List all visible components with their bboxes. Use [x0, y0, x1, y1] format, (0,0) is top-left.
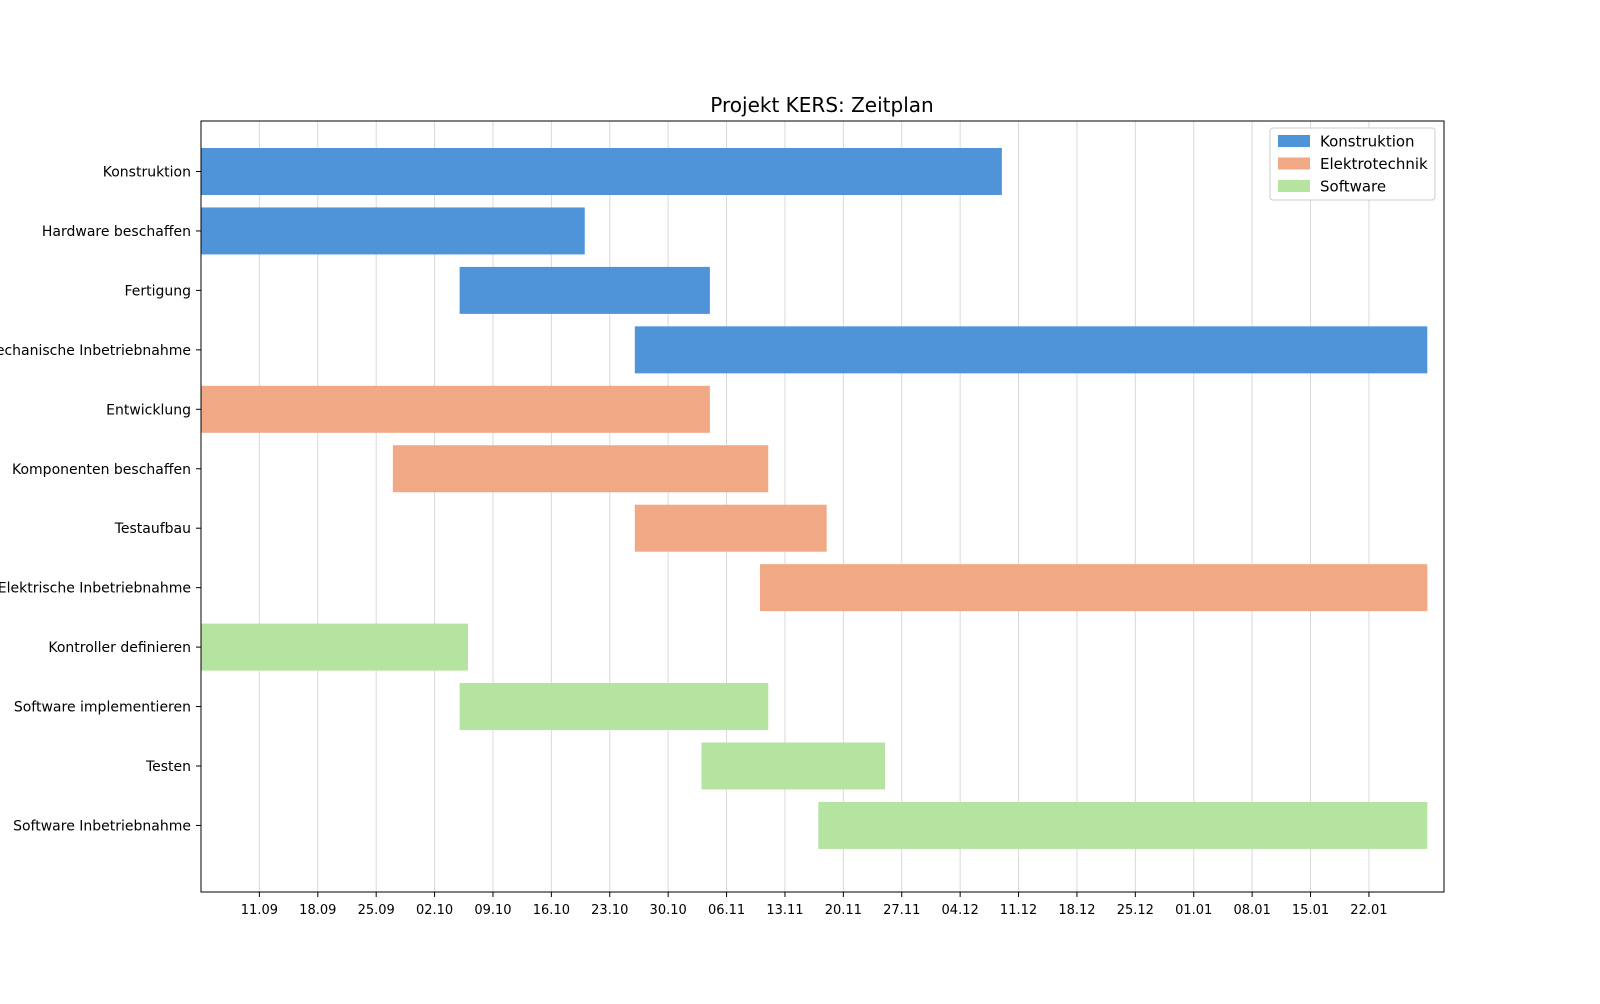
task-bar	[201, 385, 710, 433]
x-axis: 11.09 18.09 25.09 02.10 09.10 16.10 23.10 30.10…	[241, 892, 1388, 918]
bar-layer	[201, 148, 1428, 849]
x-tick-label: 27.11	[883, 903, 920, 918]
task-label: Entwicklung	[106, 402, 191, 418]
x-tick-label: 15.01	[1292, 903, 1329, 918]
task-bar	[459, 266, 710, 314]
legend-label: Software	[1320, 178, 1386, 196]
x-tick-label: 18.12	[1058, 903, 1095, 918]
task-bar	[201, 207, 585, 255]
task-label: Software implementieren	[14, 700, 191, 716]
x-tick-label: 08.01	[1234, 903, 1271, 918]
task-label: Hardware beschaffen	[42, 224, 191, 240]
task-label: Fertigung	[124, 283, 191, 299]
task-label: Kontroller definieren	[48, 640, 191, 656]
task-bar	[701, 742, 886, 790]
task-label: Software Inbetriebnahme	[13, 818, 191, 834]
x-tick-label: 25.12	[1117, 903, 1154, 918]
task-label: Konstruktion	[103, 165, 191, 181]
x-tick-label: 20.11	[825, 903, 862, 918]
x-tick-label: 06.11	[708, 903, 745, 918]
x-tick-label: 30.10	[650, 903, 687, 918]
task-bar	[201, 623, 468, 671]
task-label: Testaufbau	[114, 521, 191, 537]
x-tick-label: 18.09	[299, 903, 336, 918]
task-bar	[201, 148, 1002, 195]
x-tick-label: 22.01	[1350, 903, 1387, 918]
x-tick-label: 04.12	[942, 903, 979, 918]
task-bar	[459, 683, 769, 731]
legend-label: Konstruktion	[1320, 133, 1415, 151]
x-tick-label: 01.01	[1175, 903, 1212, 918]
task-bar	[818, 801, 1428, 849]
legend-swatch	[1278, 157, 1310, 170]
x-tick-label: 02.10	[416, 903, 453, 918]
x-tick-label: 23.10	[591, 903, 628, 918]
task-bar	[634, 326, 1428, 374]
legend-label: Elektrotechnik	[1320, 155, 1428, 173]
task-bar	[634, 504, 827, 552]
x-tick-label: 11.09	[241, 903, 278, 918]
legend-swatch	[1278, 180, 1310, 192]
task-bar	[759, 564, 1428, 612]
plot-frame	[200, 120, 1445, 893]
task-bar	[392, 445, 769, 493]
task-label: Testen	[145, 759, 191, 775]
legend-box	[1269, 127, 1436, 201]
task-label: Mechanische Inbetriebnahme	[0, 343, 191, 359]
x-tick-label: 11.12	[1000, 903, 1037, 918]
x-tick-label: 13.11	[766, 903, 803, 918]
y-axis: Konstruktion Hardware beschaffen Fertigung…	[0, 165, 201, 834]
x-tick-label: 16.10	[533, 903, 570, 918]
task-label: Komponenten beschaffen	[12, 462, 191, 478]
legend-swatch	[1278, 135, 1310, 147]
legend: Konstruktion Elektrotechnik Software	[1269, 127, 1436, 201]
chart-title: Projekt KERS: Zeitplan	[710, 93, 933, 117]
task-label: Elektrische Inbetriebnahme	[0, 581, 191, 597]
x-tick-label: 09.10	[474, 903, 511, 918]
x-tick-label: 25.09	[358, 903, 395, 918]
